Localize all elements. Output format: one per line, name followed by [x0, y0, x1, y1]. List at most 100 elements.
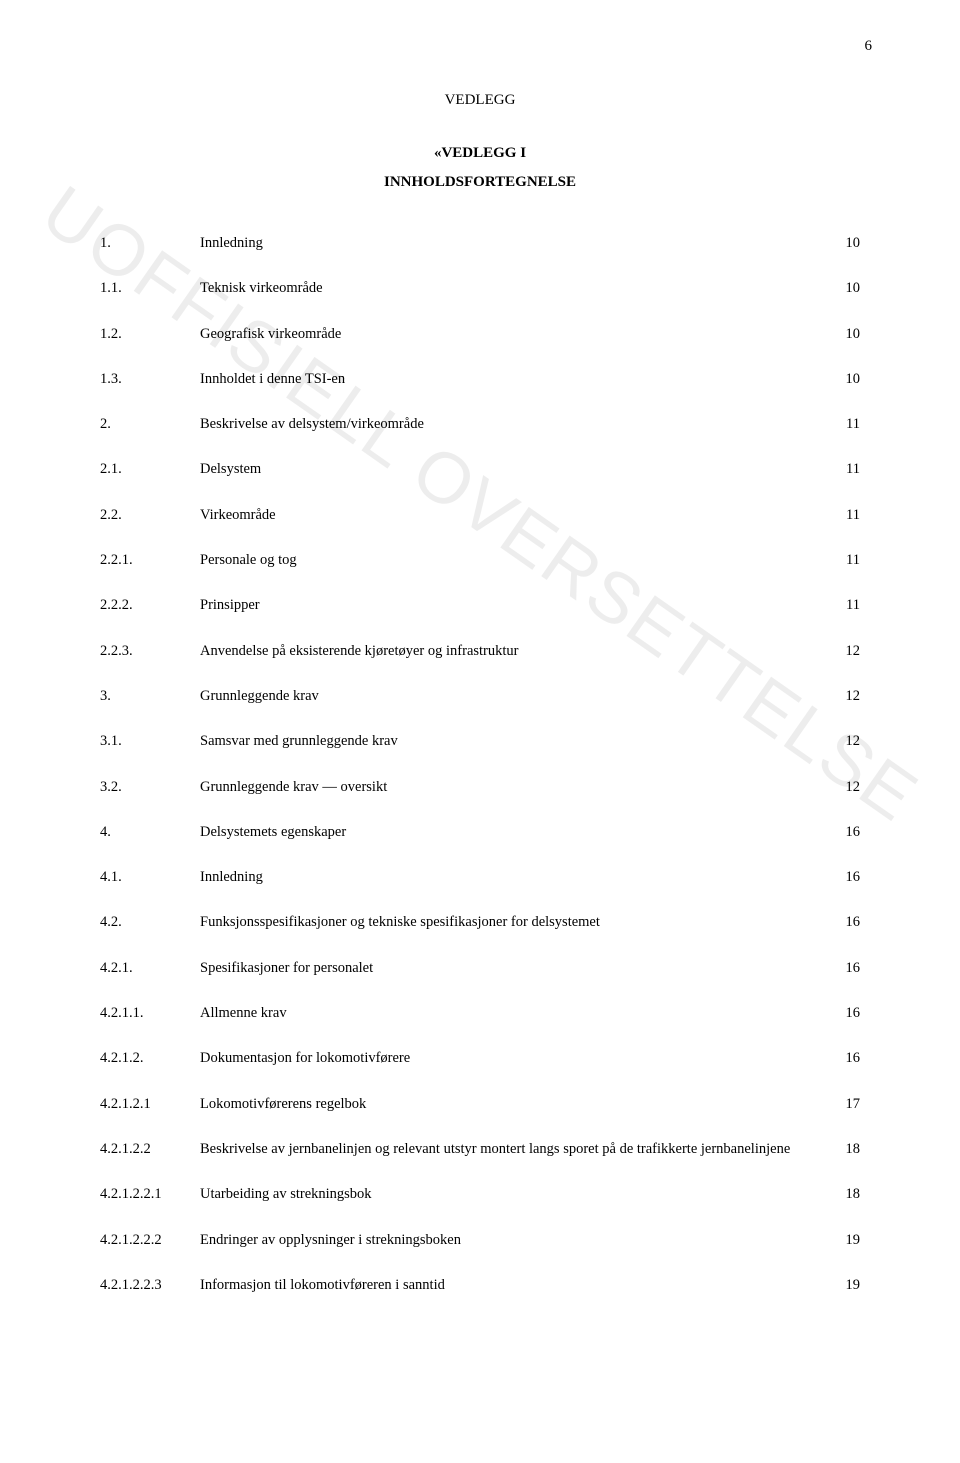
toc-entry-text: Prinsipper — [200, 595, 820, 615]
toc-entry-page: 12 — [820, 731, 860, 751]
toc-entry-page: 11 — [820, 505, 860, 525]
toc-entry-text: Anvendelse på eksisterende kjøretøyer og… — [200, 641, 820, 661]
toc-entry-page: 10 — [820, 369, 860, 389]
toc-entry-number: 4. — [100, 822, 200, 842]
toc-entry-number: 2.2.3. — [100, 641, 200, 661]
toc-entry-page: 10 — [820, 324, 860, 344]
toc-entry-text: Utarbeiding av strekningsbok — [200, 1184, 820, 1204]
toc-entry-number: 4.2.1.2.2 — [100, 1139, 200, 1159]
toc-row: 3.1.Samsvar med grunnleggende krav12 — [100, 731, 860, 751]
toc-entry-number: 2. — [100, 414, 200, 434]
toc-row: 1.1.Teknisk virkeområde10 — [100, 278, 860, 298]
toc-row: 3.Grunnleggende krav12 — [100, 686, 860, 706]
toc-entry-text: Virkeområde — [200, 505, 820, 525]
toc-row: 4.Delsystemets egenskaper16 — [100, 822, 860, 842]
toc-entry-number: 2.2.1. — [100, 550, 200, 570]
toc-entry-page: 10 — [820, 233, 860, 253]
toc-entry-page: 16 — [820, 1048, 860, 1068]
toc-entry-text: Dokumentasjon for lokomotivførere — [200, 1048, 820, 1068]
toc-row: 4.2.1.2.2Beskrivelse av jernbanelinjen o… — [100, 1139, 860, 1159]
page-number: 6 — [865, 38, 873, 55]
toc-entry-page: 18 — [820, 1184, 860, 1204]
toc-entry-page: 11 — [820, 595, 860, 615]
toc-row: 3.2.Grunnleggende krav — oversikt12 — [100, 777, 860, 797]
toc-entry-number: 1.1. — [100, 278, 200, 298]
toc-row: 2.Beskrivelse av delsystem/virkeområde11 — [100, 414, 860, 434]
toc-entry-text: Allmenne krav — [200, 1003, 820, 1023]
toc-entry-text: Delsystemets egenskaper — [200, 822, 820, 842]
toc-entry-text: Beskrivelse av delsystem/virkeområde — [200, 414, 820, 434]
toc-row: 2.2.3.Anvendelse på eksisterende kjøretø… — [100, 641, 860, 661]
toc-row: 2.2.2.Prinsipper11 — [100, 595, 860, 615]
toc-entry-text: Teknisk virkeområde — [200, 278, 820, 298]
toc-entry-page: 12 — [820, 686, 860, 706]
toc-row: 2.2.1.Personale og tog11 — [100, 550, 860, 570]
toc-entry-number: 4.2.1.2. — [100, 1048, 200, 1068]
toc-row: 4.2.1.2.2.2Endringer av opplysninger i s… — [100, 1230, 860, 1250]
toc-entry-text: Personale og tog — [200, 550, 820, 570]
heading-toc: INNHOLDSFORTEGNELSE — [100, 172, 860, 193]
toc-entry-text: Delsystem — [200, 459, 820, 479]
toc-entry-text: Innholdet i denne TSI-en — [200, 369, 820, 389]
toc-entry-page: 16 — [820, 958, 860, 978]
toc-entry-text: Innledning — [200, 233, 820, 253]
table-of-contents: UOFFISIELL OVERSETTELSE 1.Innledning101.… — [100, 233, 860, 1295]
toc-entry-text: Spesifikasjoner for personalet — [200, 958, 820, 978]
toc-entry-text: Grunnleggende krav — oversikt — [200, 777, 820, 797]
toc-entry-text: Beskrivelse av jernbanelinjen og relevan… — [200, 1139, 820, 1159]
heading-vedlegg: VEDLEGG — [100, 90, 860, 111]
toc-entry-page: 10 — [820, 278, 860, 298]
toc-entry-text: Samsvar med grunnleggende krav — [200, 731, 820, 751]
toc-entry-number: 3. — [100, 686, 200, 706]
toc-row: 1.Innledning10 — [100, 233, 860, 253]
toc-row: 4.2.1.2.Dokumentasjon for lokomotivfører… — [100, 1048, 860, 1068]
toc-entry-page: 16 — [820, 912, 860, 932]
toc-entry-page: 16 — [820, 1003, 860, 1023]
toc-row: 4.2.Funksjonsspesifikasjoner og tekniske… — [100, 912, 860, 932]
toc-entry-text: Funksjonsspesifikasjoner og tekniske spe… — [200, 912, 820, 932]
toc-entry-number: 3.2. — [100, 777, 200, 797]
toc-row: 4.1.Innledning16 — [100, 867, 860, 887]
toc-entry-number: 1.2. — [100, 324, 200, 344]
toc-entry-number: 1. — [100, 233, 200, 253]
toc-entry-page: 11 — [820, 414, 860, 434]
toc-entry-number: 4.2.1.2.1 — [100, 1094, 200, 1114]
toc-row: 4.2.1.1.Allmenne krav16 — [100, 1003, 860, 1023]
toc-row: 1.3.Innholdet i denne TSI-en10 — [100, 369, 860, 389]
toc-entry-number: 4.2.1.2.2.1 — [100, 1184, 200, 1204]
toc-entry-page: 11 — [820, 550, 860, 570]
toc-entry-page: 19 — [820, 1275, 860, 1295]
toc-entry-number: 4.2. — [100, 912, 200, 932]
toc-entry-number: 4.2.1.2.2.3 — [100, 1275, 200, 1295]
toc-entry-page: 17 — [820, 1094, 860, 1114]
toc-entry-page: 12 — [820, 777, 860, 797]
toc-row: 4.2.1.Spesifikasjoner for personalet16 — [100, 958, 860, 978]
toc-entry-text: Lokomotivførerens regelbok — [200, 1094, 820, 1114]
heading-sub: «VEDLEGG I — [100, 143, 860, 164]
toc-entry-number: 3.1. — [100, 731, 200, 751]
toc-entry-page: 16 — [820, 867, 860, 887]
toc-entry-number: 2.2.2. — [100, 595, 200, 615]
toc-entry-text: Informasjon til lokomotivføreren i sannt… — [200, 1275, 820, 1295]
toc-entry-page: 19 — [820, 1230, 860, 1250]
toc-entry-page: 16 — [820, 822, 860, 842]
toc-row: 4.2.1.2.1Lokomotivførerens regelbok17 — [100, 1094, 860, 1114]
toc-entry-page: 11 — [820, 459, 860, 479]
toc-entry-text: Geografisk virkeområde — [200, 324, 820, 344]
toc-entry-number: 1.3. — [100, 369, 200, 389]
toc-row: 2.2.Virkeområde11 — [100, 505, 860, 525]
toc-row: 4.2.1.2.2.3Informasjon til lokomotivføre… — [100, 1275, 860, 1295]
toc-entry-number: 4.2.1.2.2.2 — [100, 1230, 200, 1250]
toc-entry-number: 4.2.1.1. — [100, 1003, 200, 1023]
toc-row: 4.2.1.2.2.1Utarbeiding av strekningsbok1… — [100, 1184, 860, 1204]
toc-entry-number: 4.1. — [100, 867, 200, 887]
toc-entry-number: 2.2. — [100, 505, 200, 525]
toc-row: 2.1.Delsystem11 — [100, 459, 860, 479]
toc-entry-text: Endringer av opplysninger i strekningsbo… — [200, 1230, 820, 1250]
toc-entry-page: 12 — [820, 641, 860, 661]
toc-entry-number: 2.1. — [100, 459, 200, 479]
toc-entry-text: Grunnleggende krav — [200, 686, 820, 706]
toc-entry-page: 18 — [820, 1139, 860, 1159]
toc-row: 1.2.Geografisk virkeområde10 — [100, 324, 860, 344]
document-page: 6 VEDLEGG «VEDLEGG I INNHOLDSFORTEGNELSE… — [0, 0, 960, 1463]
